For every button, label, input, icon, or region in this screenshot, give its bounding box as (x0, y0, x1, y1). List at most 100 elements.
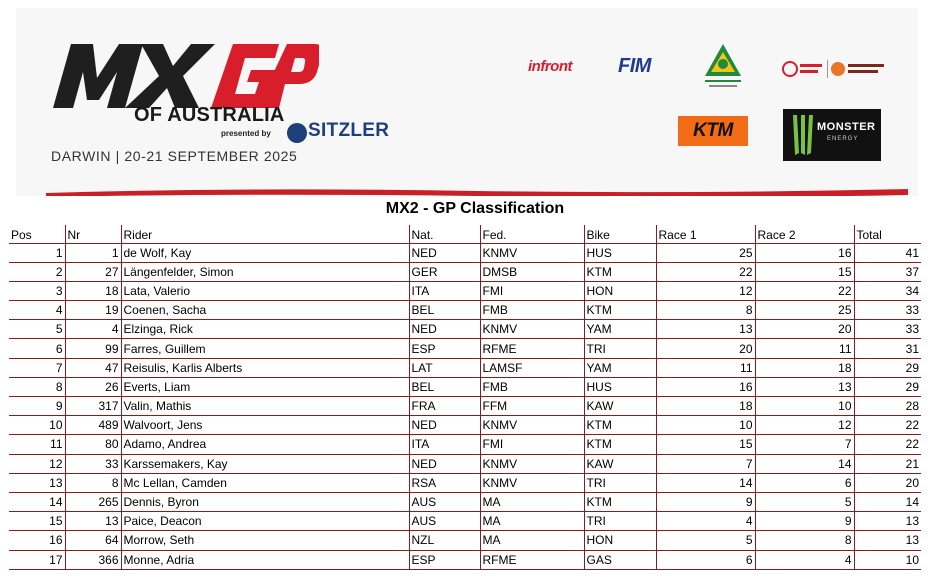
event-dateline: DARWIN | 20-21 SEPTEMBER 2025 (51, 148, 298, 164)
total-cell: 33 (853, 300, 921, 321)
nr-cell: 18 (64, 281, 121, 302)
table-row: 11 80 Adamo, Andrea ITA FMI KTM 15 7 22 (9, 434, 921, 455)
table-row: 14 265 Dennis, Byron AUS MA KTM 9 5 14 (9, 492, 921, 513)
bike-cell: HON (583, 530, 656, 551)
rider-cell: Morrow, Seth (120, 530, 409, 551)
table-row: 10 489 Walvoort, Jens NED KNMV KTM 10 12 22 (9, 415, 921, 436)
fed-cell: FMB (479, 377, 584, 398)
nat-cell: LAT (408, 358, 480, 378)
header-nat: Nat. (408, 225, 480, 244)
bike-cell: YAM (583, 319, 656, 340)
rider-cell: Karssemakers, Kay (120, 454, 409, 474)
race1-cell: 12 (655, 281, 755, 302)
race1-cell: 16 (655, 377, 755, 398)
nr-cell: 19 (64, 300, 121, 321)
total-cell: 34 (853, 281, 921, 302)
nat-cell: NED (408, 319, 480, 340)
red-brush-divider (46, 189, 908, 196)
table-row: 13 8 Mc Lellan, Camden RSA KNMV TRI 14 6 20 (9, 473, 921, 493)
race1-cell: 15 (655, 434, 755, 455)
race2-cell: 12 (754, 415, 854, 436)
nr-cell: 13 (64, 511, 121, 532)
bike-cell: HUS (583, 243, 656, 263)
rider-cell: Paice, Deacon (120, 511, 409, 532)
total-cell: 33 (853, 319, 921, 340)
rider-cell: Dennis, Byron (120, 492, 409, 513)
race2-cell: 5 (754, 492, 854, 513)
pos-cell: 11 (9, 434, 65, 455)
race2-cell: 4 (754, 550, 854, 570)
rider-cell: Valin, Mathis (120, 396, 409, 417)
mxgp-logo (53, 44, 319, 108)
monster-energy-logo: MONSTER ENERGY (783, 109, 881, 161)
table-row: 3 18 Lata, Valerio ITA FMI HON 12 22 34 (9, 281, 921, 302)
race1-cell: 14 (655, 473, 755, 493)
table-row: 17 366 Monne, Adria ESP RFME GAS 6 4 10 (9, 550, 921, 570)
race1-cell: 10 (655, 415, 755, 436)
bike-cell: KTM (583, 492, 656, 513)
race2-cell: 14 (754, 454, 854, 474)
monster-claw-icon (793, 115, 813, 155)
nat-cell: ITA (408, 434, 480, 455)
race1-cell: 6 (655, 550, 755, 570)
bike-cell: KTM (583, 262, 656, 282)
nat-cell: NED (408, 243, 480, 263)
rider-cell: Farres, Guillem (120, 338, 409, 359)
sitzler-emblem-icon (287, 123, 307, 143)
fed-cell: KNMV (479, 415, 584, 436)
event-location-title: OF AUSTRALIA (134, 104, 285, 126)
table-row: 12 33 Karssemakers, Kay NED KNMV KAW 7 14 21 (9, 454, 921, 474)
monster-wordmark: MONSTER (817, 121, 876, 133)
fed-cell: MA (479, 530, 584, 551)
race2-cell: 22 (754, 281, 854, 302)
nr-cell: 366 (64, 550, 121, 570)
pos-cell: 6 (9, 338, 65, 359)
nat-cell: AUS (408, 511, 480, 532)
table-row: 8 26 Everts, Liam BEL FMB HUS 16 13 29 (9, 377, 921, 398)
race1-cell: 13 (655, 319, 755, 340)
pos-cell: 2 (9, 262, 65, 282)
total-cell: 21 (853, 454, 921, 474)
pos-cell: 14 (9, 492, 65, 513)
fed-cell: KNMV (479, 454, 584, 474)
nat-cell: RSA (408, 473, 480, 493)
fed-cell: DMSB (479, 262, 584, 282)
fed-cell: MA (479, 511, 584, 532)
nr-cell: 265 (64, 492, 121, 513)
pos-cell: 10 (9, 415, 65, 436)
pos-cell: 1 (9, 243, 65, 263)
header-total: Total (853, 225, 921, 244)
classification-table: Pos Nr Rider Nat. Fed. Bike Race 1 Race … (9, 225, 921, 570)
total-cell: 29 (853, 358, 921, 378)
total-cell: 29 (853, 377, 921, 398)
fim-logo: FIM (618, 55, 651, 77)
race1-cell: 18 (655, 396, 755, 417)
total-cell: 22 (853, 415, 921, 436)
northern-territory-events-logo (782, 60, 884, 78)
race1-cell: 22 (655, 262, 755, 282)
table-row: 1 1 de Wolf, Kay NED KNMV HUS 25 16 41 (9, 243, 921, 263)
bike-cell: HUS (583, 377, 656, 398)
bike-cell: KAW (583, 396, 656, 417)
total-cell: 20 (853, 473, 921, 493)
rider-cell: Coenen, Sacha (120, 300, 409, 321)
nr-cell: 47 (64, 358, 121, 378)
classification-title: MX2 - GP Classification (385, 200, 565, 217)
table-header-row: Pos Nr Rider Nat. Fed. Bike Race 1 Race … (9, 225, 921, 244)
table-row: 16 64 Morrow, Seth NZL MA HON 5 8 13 (9, 530, 921, 551)
header-fed: Fed. (479, 225, 584, 244)
race2-cell: 13 (754, 377, 854, 398)
pos-cell: 4 (9, 300, 65, 321)
rider-cell: Längenfelder, Simon (120, 262, 409, 282)
table-row: 6 99 Farres, Guillem ESP RFME TRI 20 11 31 (9, 338, 921, 359)
sitzler-sponsor: SITZLER (308, 120, 390, 141)
fed-cell: RFME (479, 550, 584, 570)
race2-cell: 18 (754, 358, 854, 378)
header-bike: Bike (583, 225, 656, 244)
nat-cell: BEL (408, 300, 480, 321)
race2-cell: 10 (754, 396, 854, 417)
table-row: 5 4 Elzinga, Rick NED KNMV YAM 13 20 33 (9, 319, 921, 340)
table-row: 2 27 Längenfelder, Simon GER DMSB KTM 22 15 37 (9, 262, 921, 282)
nat-cell: AUS (408, 492, 480, 513)
rider-cell: Mc Lellan, Camden (120, 473, 409, 493)
